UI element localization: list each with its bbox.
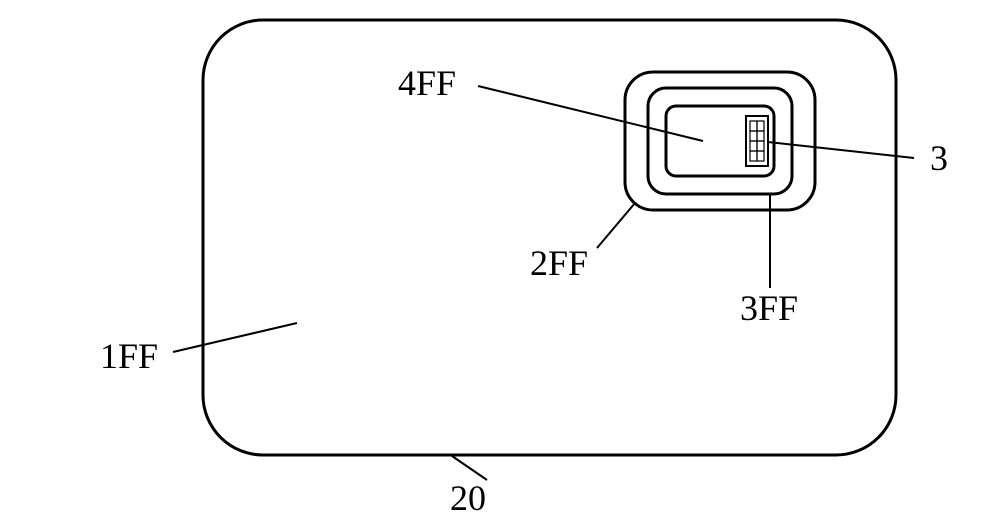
card-outline-1ff — [203, 20, 896, 455]
leader-20 — [452, 456, 487, 480]
leader-1ff — [173, 323, 297, 352]
leader-2ff — [597, 203, 635, 248]
label-20: 20 — [450, 478, 486, 516]
label-4ff: 4FF — [398, 63, 456, 103]
leader-4ff — [478, 86, 703, 141]
leader-3 — [768, 142, 914, 158]
label-2ff: 2FF — [530, 243, 588, 283]
sim-slot-3ff — [648, 88, 792, 194]
diagram-canvas: 4FF 3 2FF 3FF 1FF 20 — [0, 0, 1000, 516]
label-3ff: 3FF — [740, 288, 798, 328]
label-3: 3 — [930, 138, 948, 178]
label-1ff: 1FF — [100, 336, 158, 376]
chip-contact-grid — [750, 121, 764, 161]
